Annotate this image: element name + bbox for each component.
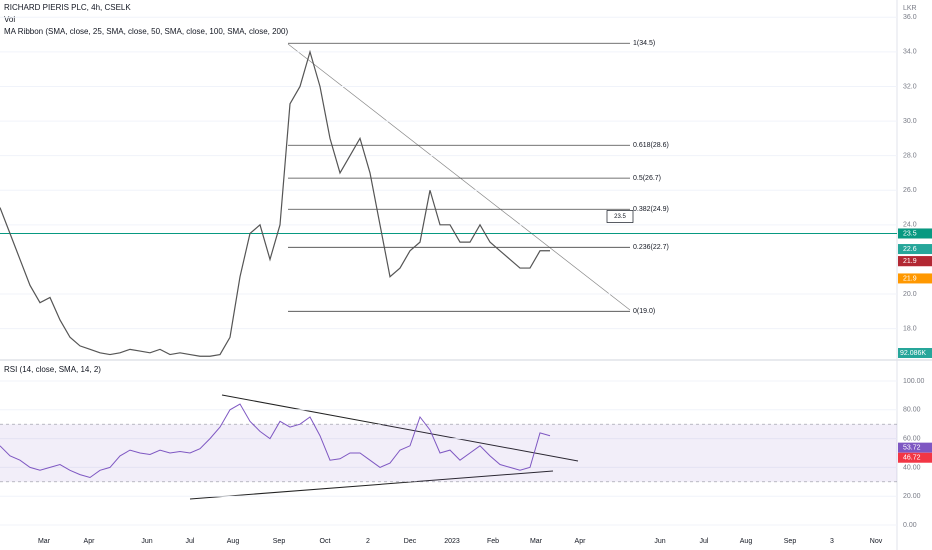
y-tick-label: 28.0 — [903, 152, 917, 159]
price-tag — [898, 273, 932, 284]
price-tag-label: 46.72 — [903, 455, 921, 462]
x-tick-label: Dec — [404, 538, 417, 545]
x-tick-label: Mar — [530, 538, 543, 545]
rsi-tick-label: 100.00 — [903, 378, 925, 385]
price-tag-label: 22.6 — [903, 246, 917, 253]
rsi-line — [0, 403, 551, 479]
price-tag — [898, 452, 932, 463]
callout-box — [606, 210, 634, 223]
rsi-band — [0, 424, 897, 482]
y-tick-label: 34.0 — [903, 49, 917, 56]
rsi-tick-label: 60.00 — [903, 435, 921, 442]
x-tick-label: Aug — [740, 538, 753, 545]
volume-tag-label: 92.086K — [900, 350, 926, 357]
x-tick-label: Apr — [84, 538, 96, 545]
price-tag-label: 21.9 — [903, 275, 917, 282]
price-line — [0, 49, 550, 357]
rsi-trend-line — [189, 470, 554, 500]
price-tag-label: 53.72 — [903, 444, 921, 451]
fib-label: 0(19.0) — [633, 308, 655, 315]
x-tick-label: Feb — [487, 538, 499, 545]
rsi-trend-line — [221, 394, 579, 462]
rsi-title: RSI (14, close, SMA, 14, 2) — [4, 365, 101, 374]
y-tick-label: 24.0 — [903, 222, 917, 229]
fib-label: 0.382(24.9) — [633, 206, 669, 213]
fib-label: 0.618(28.6) — [633, 142, 669, 149]
volume-tag — [898, 348, 932, 358]
x-tick-label: Mar — [38, 538, 51, 545]
price-tag — [898, 228, 932, 239]
x-tick-label: Oct — [320, 538, 331, 545]
rsi-tick-label: 20.00 — [903, 493, 921, 500]
x-tick-label: Jun — [141, 538, 152, 545]
x-tick-label: 3 — [830, 538, 834, 545]
volume-label: Vol — [4, 15, 15, 24]
fib-label: 0.236(22.7) — [633, 244, 669, 251]
trend-line — [287, 43, 631, 311]
x-tick-label: Jul — [700, 538, 709, 545]
chart-title: RICHARD PIERIS PLC, 4h, CSELK — [4, 3, 131, 12]
x-tick-label: Sep — [273, 538, 286, 545]
x-tick-label: Nov — [870, 538, 883, 545]
fib-label: 0.5(26.7) — [633, 175, 661, 182]
rsi-tick-label: 0.00 — [903, 522, 917, 529]
price-tag — [898, 442, 932, 453]
price-tag-label: 21.9 — [903, 258, 917, 265]
callout-label: 23.5 — [614, 214, 626, 220]
indicator-label: MA Ribbon (SMA, close, 25, SMA, close, 5… — [4, 27, 288, 36]
rsi-tick-label: 80.00 — [903, 407, 921, 414]
x-tick-label: Jun — [654, 538, 665, 545]
y-tick-label: 36.0 — [903, 14, 917, 21]
price-tag — [898, 256, 932, 267]
y-tick-label: 30.0 — [903, 118, 917, 125]
x-tick-label: Apr — [575, 538, 587, 545]
rsi-tick-label: 40.00 — [903, 464, 921, 471]
price-tag — [898, 244, 932, 255]
y-tick-label: 32.0 — [903, 83, 917, 90]
x-tick-label: 2 — [366, 538, 370, 545]
y-tick-label: 18.0 — [903, 325, 917, 332]
x-tick-label: 2023 — [444, 538, 460, 545]
x-tick-label: Sep — [784, 538, 797, 545]
currency: LKR — [903, 5, 917, 12]
x-tick-label: Aug — [227, 538, 240, 545]
y-tick-label: 20.0 — [903, 291, 917, 298]
price-tag-label: 23.5 — [903, 230, 917, 237]
fib-label: 1(34.5) — [633, 40, 655, 47]
x-tick-label: Jul — [186, 538, 195, 545]
y-tick-label: 26.0 — [903, 187, 917, 194]
